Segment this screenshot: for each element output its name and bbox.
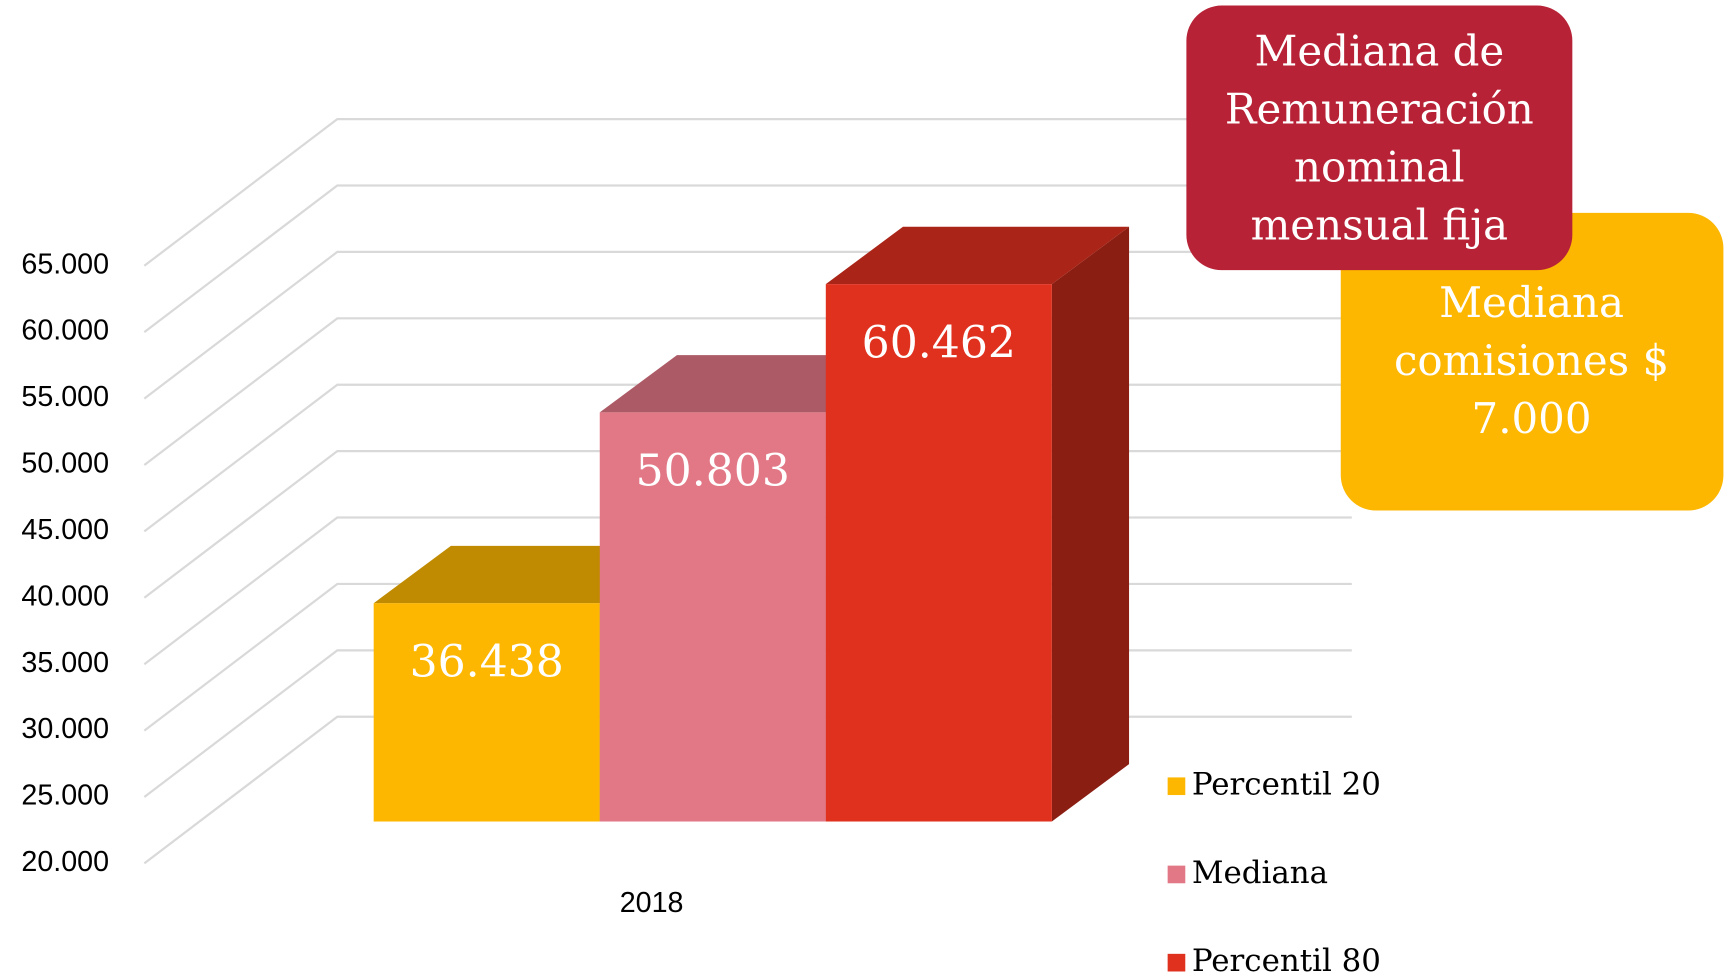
annotation-text: Mediana de <box>1254 27 1504 76</box>
data-label: 36.438 <box>410 636 564 687</box>
legend-swatch <box>1167 865 1186 884</box>
annotation-text: 7.000 <box>1472 394 1592 443</box>
annotation-text: Mediana <box>1439 278 1624 327</box>
grid <box>143 117 1352 865</box>
grid-line <box>143 117 1352 267</box>
bar <box>373 603 600 822</box>
y-tick-label: 35.000 <box>21 647 109 679</box>
legend-swatch <box>1167 953 1186 972</box>
y-tick-label: 60.000 <box>21 315 109 347</box>
annotation-text: mensual fija <box>1251 200 1509 249</box>
annotation-text: nominal <box>1294 142 1465 191</box>
legend-label: Percentil 20 <box>1192 767 1381 803</box>
y-tick-label: 40.000 <box>21 580 109 612</box>
legend-swatch <box>1167 777 1186 796</box>
y-tick-label: 50.000 <box>21 448 109 480</box>
y-tick-label: 55.000 <box>21 381 109 413</box>
annotation-text: Remuneración <box>1225 85 1534 134</box>
y-tick-label: 25.000 <box>21 780 109 812</box>
annotation-box <box>1186 5 1573 271</box>
bars: 36.438 50.803 60.462 <box>373 226 1130 822</box>
data-label: 60.462 <box>862 317 1016 368</box>
legend-label: Percentil 80 <box>1192 943 1381 977</box>
grid-line <box>143 184 1352 334</box>
bar <box>825 284 1052 822</box>
x-tick-label: 2018 <box>620 887 684 919</box>
y-tick-label: 65.000 <box>21 248 109 280</box>
y-tick-label: 30.000 <box>21 713 109 745</box>
bar-side <box>1051 226 1130 822</box>
annotations: Mediana comisiones $ 7.000 Mediana de Remune… <box>1186 5 1724 511</box>
data-label: 50.803 <box>636 446 790 497</box>
y-tick-label: 45.000 <box>21 514 109 546</box>
annotation-text: comisiones $ <box>1394 336 1669 385</box>
annotation-box <box>1340 212 1724 511</box>
legend-label: Mediana <box>1192 855 1328 891</box>
bar-top <box>825 226 1130 285</box>
bar <box>599 412 826 822</box>
y-tick-label: 20.000 <box>21 846 109 878</box>
